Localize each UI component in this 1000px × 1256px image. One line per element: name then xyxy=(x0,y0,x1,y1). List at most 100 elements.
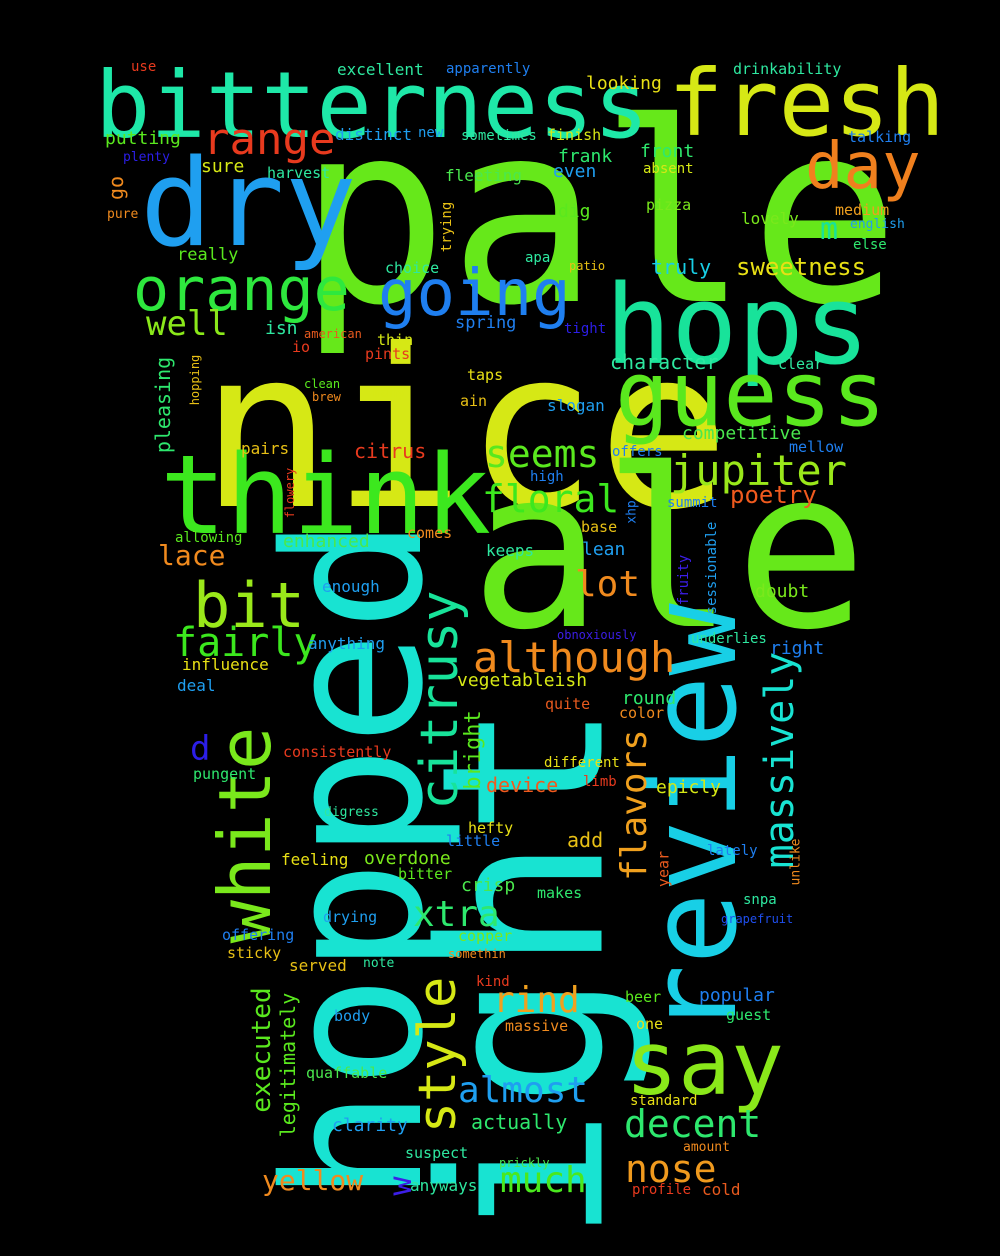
word-deal: deal xyxy=(177,676,216,695)
word-almost: almost xyxy=(458,1070,589,1111)
word-rind: rind xyxy=(493,980,580,1021)
word-mellow: mellow xyxy=(789,438,844,456)
word-consistently: consistently xyxy=(283,743,392,761)
word-finish: finish xyxy=(547,126,602,144)
word-right: right xyxy=(770,638,825,659)
word-underlies: underlies xyxy=(691,631,767,647)
word-clear: clear xyxy=(778,355,824,373)
word-putting: putting xyxy=(105,128,181,149)
word-isn: isn xyxy=(265,318,298,339)
word-bitter: bitter xyxy=(398,865,453,883)
word-sticky: sticky xyxy=(227,944,282,962)
word-talking: talking xyxy=(848,128,912,146)
word-profile: profile xyxy=(632,1182,692,1198)
word-apparently: apparently xyxy=(446,61,531,77)
word-absent: absent xyxy=(643,161,694,177)
word-ale: ale xyxy=(470,422,868,678)
word-plenty: plenty xyxy=(123,150,170,165)
word-well: well xyxy=(146,304,228,344)
word-front: front xyxy=(640,141,695,162)
word-crisp: crisp xyxy=(461,875,516,896)
word-dig: dig xyxy=(558,201,591,222)
word-served: served xyxy=(289,956,347,975)
word-thin: thin xyxy=(377,331,414,349)
word-nose: nose xyxy=(625,1147,717,1191)
word-clean: clean xyxy=(304,377,341,391)
word-really: really xyxy=(177,245,239,265)
word-white: white xyxy=(203,726,287,944)
word-beer: beer xyxy=(625,988,662,1006)
word-choice: choice xyxy=(385,259,440,277)
word-drinkability: drinkability xyxy=(733,60,842,78)
word-nice: nice xyxy=(200,302,730,558)
word-truly: truly xyxy=(651,255,712,279)
word-fairly: fairly xyxy=(173,620,318,666)
word-legitimately: legitimately xyxy=(276,992,300,1138)
word-pungent: pungent xyxy=(193,765,257,783)
word-competitive: competitive xyxy=(682,423,802,444)
word-hops: hops xyxy=(605,261,870,389)
word-drying: drying xyxy=(323,908,378,926)
word-comes: comes xyxy=(407,524,453,542)
word-bitterness: bitterness xyxy=(95,52,649,159)
word-brew: brew xyxy=(312,390,341,404)
word-grapefruit: grapefruit xyxy=(721,912,794,926)
word-lately: lately xyxy=(707,843,758,859)
word-medium: medium xyxy=(835,201,890,219)
word-citrus: citrus xyxy=(354,439,427,463)
word-many: many xyxy=(372,385,406,401)
word-floral: floral xyxy=(482,477,620,521)
word-standard: standard xyxy=(630,1093,698,1109)
word-jupiter: jupiter xyxy=(670,446,848,495)
word-fruity: fruity xyxy=(676,554,692,606)
word-color: color xyxy=(619,704,665,722)
word-year: year xyxy=(654,850,673,888)
word-obnoxiously: obnoxiously xyxy=(557,628,637,642)
word-unlike: unlike xyxy=(788,838,804,886)
word-citrusy: citrusy xyxy=(410,590,470,810)
word-bright: bright xyxy=(461,710,486,790)
word-popular: popular xyxy=(699,985,775,1006)
word-pizza: pizza xyxy=(646,196,692,214)
word-seems: seems xyxy=(485,432,600,476)
word-massively: massively xyxy=(757,651,803,869)
word-range: range xyxy=(203,114,336,165)
word-orange: orange xyxy=(133,255,350,325)
word-else: else xyxy=(853,237,887,253)
word-american: american xyxy=(304,327,362,341)
word-allowing: allowing xyxy=(175,530,243,546)
word-decent: decent xyxy=(624,1102,762,1146)
word-lot: lot xyxy=(575,564,641,605)
word-device: device xyxy=(486,773,559,797)
word-anyways: anyways xyxy=(410,1176,478,1195)
word-yellow: yellow xyxy=(262,1164,364,1197)
word-apa: apa xyxy=(525,250,551,266)
word-enhanced: enhanced xyxy=(283,531,370,552)
word-epicly: epicly xyxy=(656,777,722,798)
word-pints: pints xyxy=(365,345,411,363)
word-xhp: xhp xyxy=(624,500,640,524)
word-feeling: feeling xyxy=(281,850,349,869)
word-one: one xyxy=(636,1015,664,1033)
word-lovely: lovely xyxy=(741,209,799,228)
word-keeps: keeps xyxy=(486,541,535,560)
word-say: say xyxy=(625,1012,784,1115)
word-sweetness: sweetness xyxy=(736,253,867,281)
word-think: think xyxy=(160,431,492,559)
word-fresh: fresh xyxy=(668,50,945,157)
word-pleasing: pleasing xyxy=(151,356,175,454)
word-lace: lace xyxy=(158,539,226,572)
word-pale: pale xyxy=(298,69,901,360)
word-flowery: flowery xyxy=(283,467,297,519)
word-going: going xyxy=(378,257,571,331)
word-somethin: somethin xyxy=(448,947,506,961)
word-hopping: hopping xyxy=(188,354,202,406)
word-sometimes: sometimes xyxy=(461,128,537,144)
word-actually: actually xyxy=(471,1110,568,1134)
word-english: english xyxy=(850,217,905,232)
word-ain: ain xyxy=(460,392,488,410)
word-amount: amount xyxy=(683,1140,730,1155)
word-distinct: distinct xyxy=(335,125,413,144)
word-much: much xyxy=(500,1160,587,1201)
